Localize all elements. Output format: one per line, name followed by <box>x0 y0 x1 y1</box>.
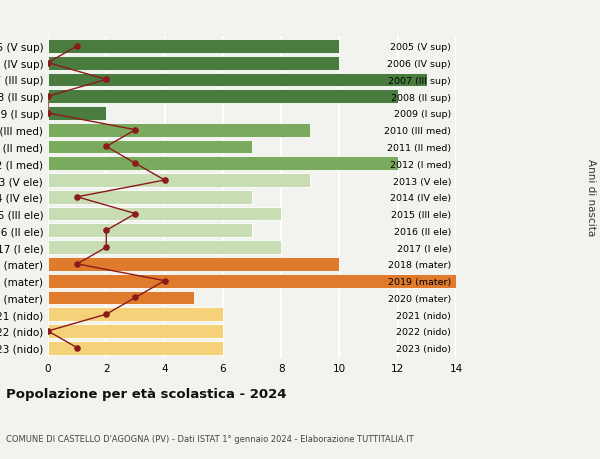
Point <box>43 60 53 67</box>
Bar <box>48 224 252 238</box>
Bar <box>48 73 427 87</box>
Point <box>73 194 82 201</box>
Point <box>101 144 111 151</box>
Bar <box>48 308 223 321</box>
Bar <box>48 241 281 254</box>
Bar <box>48 56 340 70</box>
Bar <box>48 40 340 54</box>
Text: COMUNE DI CASTELLO D'AGOGNA (PV) - Dati ISTAT 1° gennaio 2024 - Elaborazione TUT: COMUNE DI CASTELLO D'AGOGNA (PV) - Dati … <box>6 434 413 442</box>
Point <box>101 311 111 318</box>
Bar <box>48 157 398 171</box>
Point <box>160 177 169 185</box>
Bar <box>48 274 456 288</box>
Point <box>43 328 53 335</box>
Point <box>131 210 140 218</box>
Point <box>101 77 111 84</box>
Point <box>160 277 169 285</box>
Point <box>73 261 82 268</box>
Bar <box>48 207 281 221</box>
Bar <box>48 341 223 355</box>
Text: Popolazione per età scolastica - 2024: Popolazione per età scolastica - 2024 <box>6 387 287 400</box>
Point <box>43 110 53 118</box>
Bar <box>48 190 252 204</box>
Point <box>101 227 111 235</box>
Point <box>101 244 111 251</box>
Point <box>131 160 140 168</box>
Bar <box>48 257 340 271</box>
Point <box>73 43 82 50</box>
Point <box>131 127 140 134</box>
Point <box>73 344 82 352</box>
Point <box>131 294 140 302</box>
Text: Anni di nascita: Anni di nascita <box>586 159 596 236</box>
Bar <box>48 174 310 187</box>
Bar <box>48 90 398 104</box>
Bar <box>48 123 310 137</box>
Bar <box>48 140 252 154</box>
Bar <box>48 325 223 338</box>
Bar <box>48 107 106 121</box>
Bar <box>48 291 194 305</box>
Point <box>43 93 53 101</box>
